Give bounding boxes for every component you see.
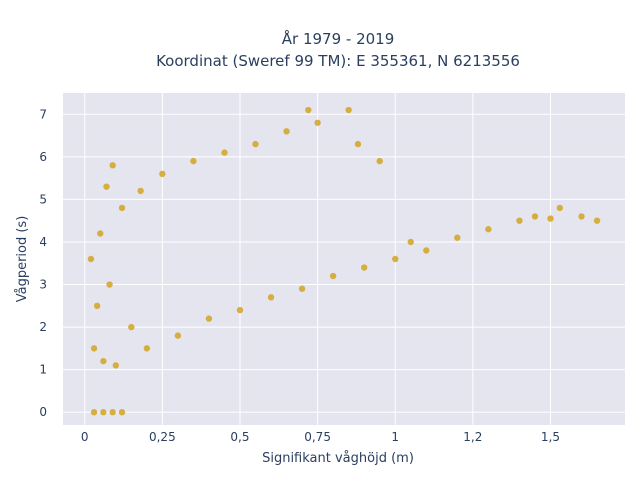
- data-point: [283, 128, 290, 135]
- data-point: [97, 230, 104, 237]
- data-point: [354, 140, 362, 148]
- y-tick-label: 3: [39, 278, 47, 292]
- data-point: [109, 162, 116, 169]
- x-tick-label: 0,5: [230, 430, 249, 444]
- grid-lines: [63, 93, 625, 425]
- x-tick-label: 0: [81, 430, 89, 444]
- y-axis-title: Vågperiod (s): [15, 216, 30, 303]
- data-point: [314, 119, 321, 126]
- x-tick-label: 1,5: [541, 430, 560, 444]
- data-point: [454, 234, 461, 241]
- plot-area: [63, 93, 625, 425]
- data-point: [137, 187, 144, 195]
- data-point: [485, 226, 492, 233]
- y-tick-label: 2: [39, 320, 47, 334]
- data-point: [298, 285, 306, 292]
- x-tick-label: 1,2: [463, 430, 482, 444]
- data-point: [376, 157, 383, 165]
- data-point: [100, 409, 107, 416]
- y-tick-label: 5: [39, 192, 47, 206]
- data-point: [143, 345, 151, 352]
- data-point: [118, 204, 126, 212]
- data-point: [109, 409, 116, 416]
- data-point: [103, 183, 110, 190]
- data-point: [236, 306, 244, 314]
- data-point: [90, 409, 98, 416]
- data-point: [392, 255, 399, 263]
- data-point: [360, 264, 368, 271]
- data-point: [345, 106, 352, 114]
- data-point: [329, 272, 337, 280]
- data-point: [516, 217, 523, 224]
- data-point: [578, 213, 585, 220]
- data-point: [423, 247, 430, 254]
- data-point: [556, 204, 563, 212]
- y-tick-label: 7: [39, 107, 47, 121]
- x-tick-label: 0,75: [304, 430, 331, 444]
- x-tick-label: 1: [391, 430, 399, 444]
- y-tick-label: 4: [39, 235, 47, 249]
- x-tick-label: 0,25: [149, 430, 176, 444]
- tick-labels: 0 0,25 0,5 0,75 1 1,2 1,5 0 1 2 3 4 5 6 7: [39, 107, 560, 444]
- y-tick-label: 1: [39, 363, 47, 377]
- data-point: [174, 332, 182, 339]
- chart-subtitle: Koordinat (Sweref 99 TM): E 355361, N 62…: [156, 52, 520, 70]
- data-point: [221, 149, 228, 156]
- y-tick-label: 0: [39, 405, 47, 419]
- data-point: [531, 213, 539, 220]
- data-point: [106, 281, 113, 288]
- data-point: [128, 323, 135, 331]
- data-point: [112, 362, 119, 369]
- data-point: [87, 255, 95, 263]
- y-tick-label: 6: [39, 150, 47, 164]
- data-point: [118, 409, 126, 416]
- data-point: [593, 217, 601, 224]
- data-point: [305, 106, 312, 114]
- data-point: [90, 345, 98, 352]
- x-axis-title: Signifikant våghöjd (m): [262, 451, 414, 466]
- data-point: [100, 357, 107, 365]
- data-point: [159, 170, 166, 178]
- data-point: [407, 238, 414, 246]
- chart-title: År 1979 - 2019: [282, 29, 395, 48]
- data-point: [93, 302, 101, 310]
- scatter-points: [87, 106, 601, 416]
- data-point: [205, 315, 213, 322]
- data-point: [547, 215, 554, 222]
- data-point: [252, 140, 259, 148]
- data-point: [190, 157, 197, 165]
- data-point: [267, 294, 275, 301]
